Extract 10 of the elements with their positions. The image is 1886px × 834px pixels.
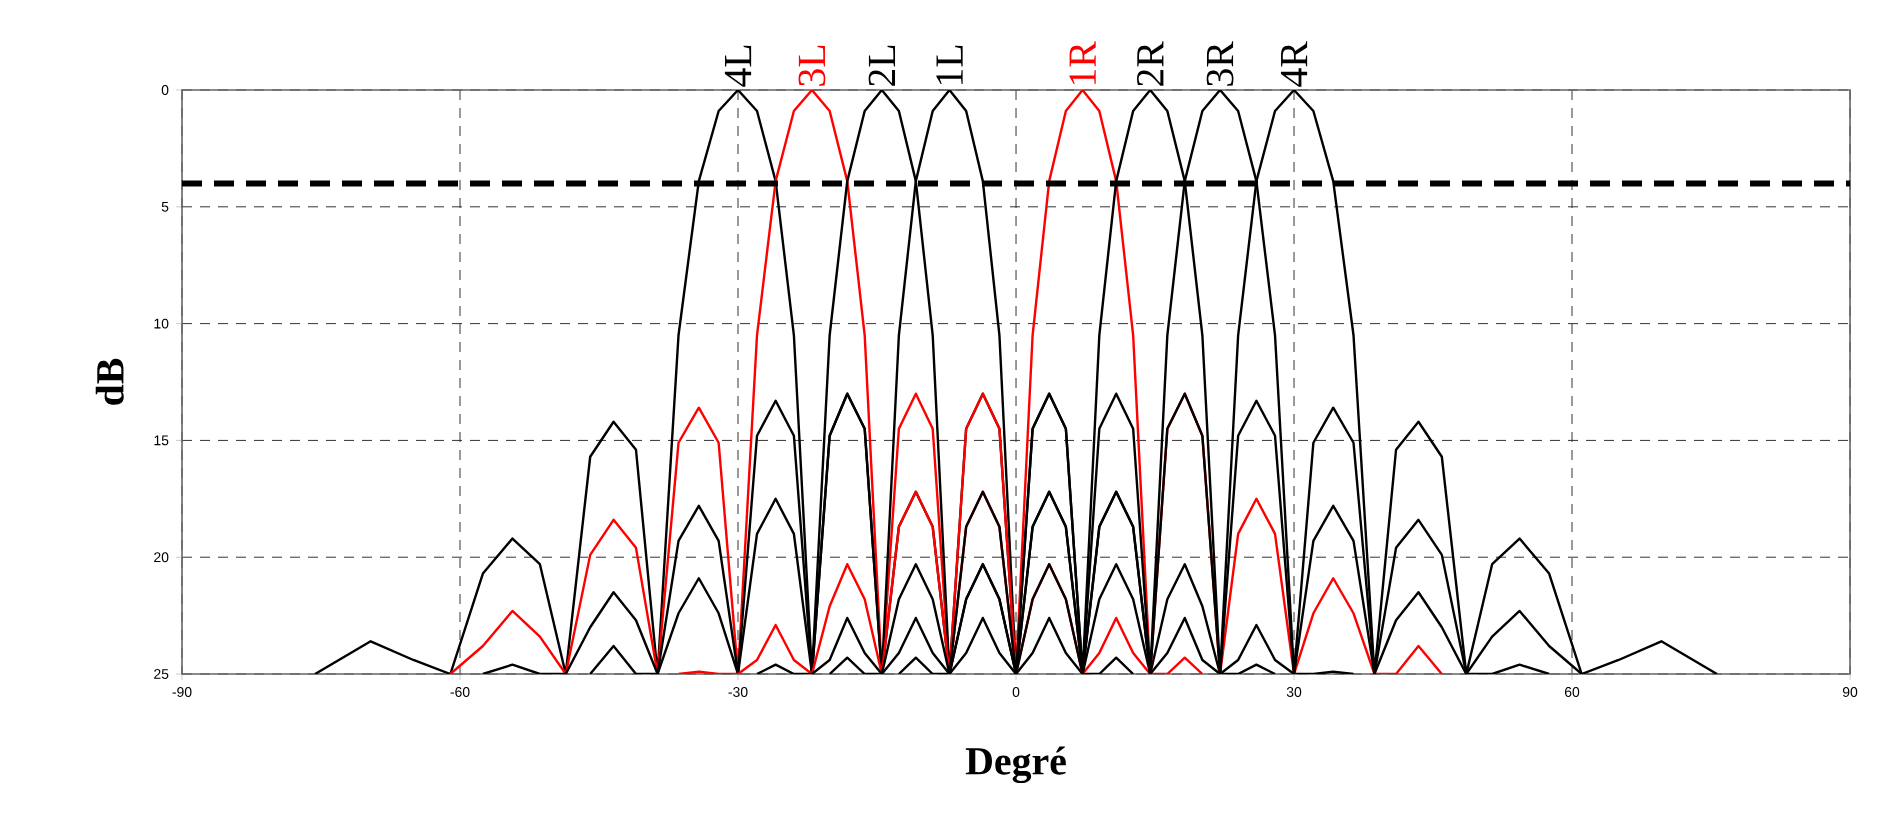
text: 2R [1137,41,1164,86]
x-axis-title: Degré [965,746,1066,784]
text: 3R [1206,41,1234,86]
text: 4R [1280,41,1308,87]
text: 2L [868,45,896,86]
text: 3L [798,45,826,86]
text: 4L [724,45,752,87]
y-axis-title: dB [95,358,124,405]
text: 1R [1069,41,1096,85]
text: 1L [936,45,963,85]
